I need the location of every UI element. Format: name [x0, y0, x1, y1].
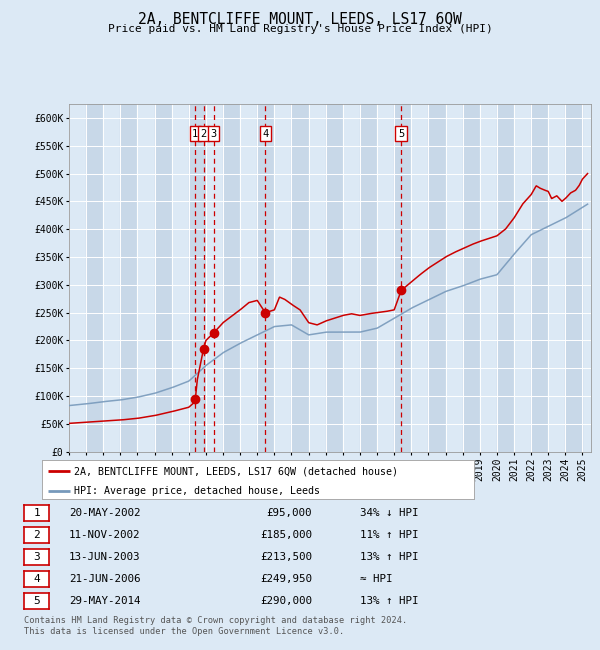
Bar — [137, 104, 155, 452]
Bar — [172, 104, 189, 452]
Text: 20-MAY-2002: 20-MAY-2002 — [69, 508, 140, 518]
Text: 11-NOV-2002: 11-NOV-2002 — [69, 530, 140, 540]
Bar — [308, 104, 326, 452]
Bar — [394, 104, 411, 452]
Text: 13% ↑ HPI: 13% ↑ HPI — [360, 596, 419, 606]
Text: 11% ↑ HPI: 11% ↑ HPI — [360, 530, 419, 540]
Bar — [240, 104, 257, 452]
Text: 2A, BENTCLIFFE MOUNT, LEEDS, LS17 6QW (detached house): 2A, BENTCLIFFE MOUNT, LEEDS, LS17 6QW (d… — [74, 466, 398, 476]
Bar — [223, 104, 240, 452]
Bar — [360, 104, 377, 452]
Bar — [463, 104, 480, 452]
Bar — [480, 104, 497, 452]
Bar — [86, 104, 103, 452]
Bar — [189, 104, 206, 452]
Bar — [343, 104, 360, 452]
Text: Contains HM Land Registry data © Crown copyright and database right 2024.: Contains HM Land Registry data © Crown c… — [24, 616, 407, 625]
Text: This data is licensed under the Open Government Licence v3.0.: This data is licensed under the Open Gov… — [24, 627, 344, 636]
Bar — [326, 104, 343, 452]
Bar — [565, 104, 583, 452]
Bar — [531, 104, 548, 452]
Text: 1: 1 — [33, 508, 40, 518]
Text: 34% ↓ HPI: 34% ↓ HPI — [360, 508, 419, 518]
Bar — [274, 104, 292, 452]
Text: 4: 4 — [33, 574, 40, 584]
Text: £95,000: £95,000 — [266, 508, 312, 518]
Text: £290,000: £290,000 — [260, 596, 312, 606]
Text: £249,950: £249,950 — [260, 574, 312, 584]
Text: 13-JUN-2003: 13-JUN-2003 — [69, 552, 140, 562]
Text: 2: 2 — [200, 129, 206, 138]
Bar — [411, 104, 428, 452]
Bar — [497, 104, 514, 452]
Bar — [155, 104, 172, 452]
Text: ≈ HPI: ≈ HPI — [360, 574, 392, 584]
Bar — [548, 104, 565, 452]
Bar — [103, 104, 121, 452]
Text: HPI: Average price, detached house, Leeds: HPI: Average price, detached house, Leed… — [74, 486, 320, 495]
Text: 5: 5 — [33, 596, 40, 606]
Bar — [446, 104, 463, 452]
Text: 2: 2 — [33, 530, 40, 540]
Bar — [121, 104, 137, 452]
Text: 3: 3 — [211, 129, 217, 138]
Text: £213,500: £213,500 — [260, 552, 312, 562]
Text: 2A, BENTCLIFFE MOUNT, LEEDS, LS17 6QW: 2A, BENTCLIFFE MOUNT, LEEDS, LS17 6QW — [138, 12, 462, 27]
Bar — [257, 104, 274, 452]
Text: £185,000: £185,000 — [260, 530, 312, 540]
Bar — [69, 104, 86, 452]
Text: Price paid vs. HM Land Registry's House Price Index (HPI): Price paid vs. HM Land Registry's House … — [107, 24, 493, 34]
Text: 3: 3 — [33, 552, 40, 562]
Bar — [377, 104, 394, 452]
Bar — [292, 104, 308, 452]
Bar — [428, 104, 446, 452]
Text: 1: 1 — [192, 129, 199, 138]
Bar — [514, 104, 531, 452]
Text: 13% ↑ HPI: 13% ↑ HPI — [360, 552, 419, 562]
Text: 21-JUN-2006: 21-JUN-2006 — [69, 574, 140, 584]
Text: 4: 4 — [262, 129, 268, 138]
Text: 29-MAY-2014: 29-MAY-2014 — [69, 596, 140, 606]
Bar — [206, 104, 223, 452]
Text: 5: 5 — [398, 129, 404, 138]
